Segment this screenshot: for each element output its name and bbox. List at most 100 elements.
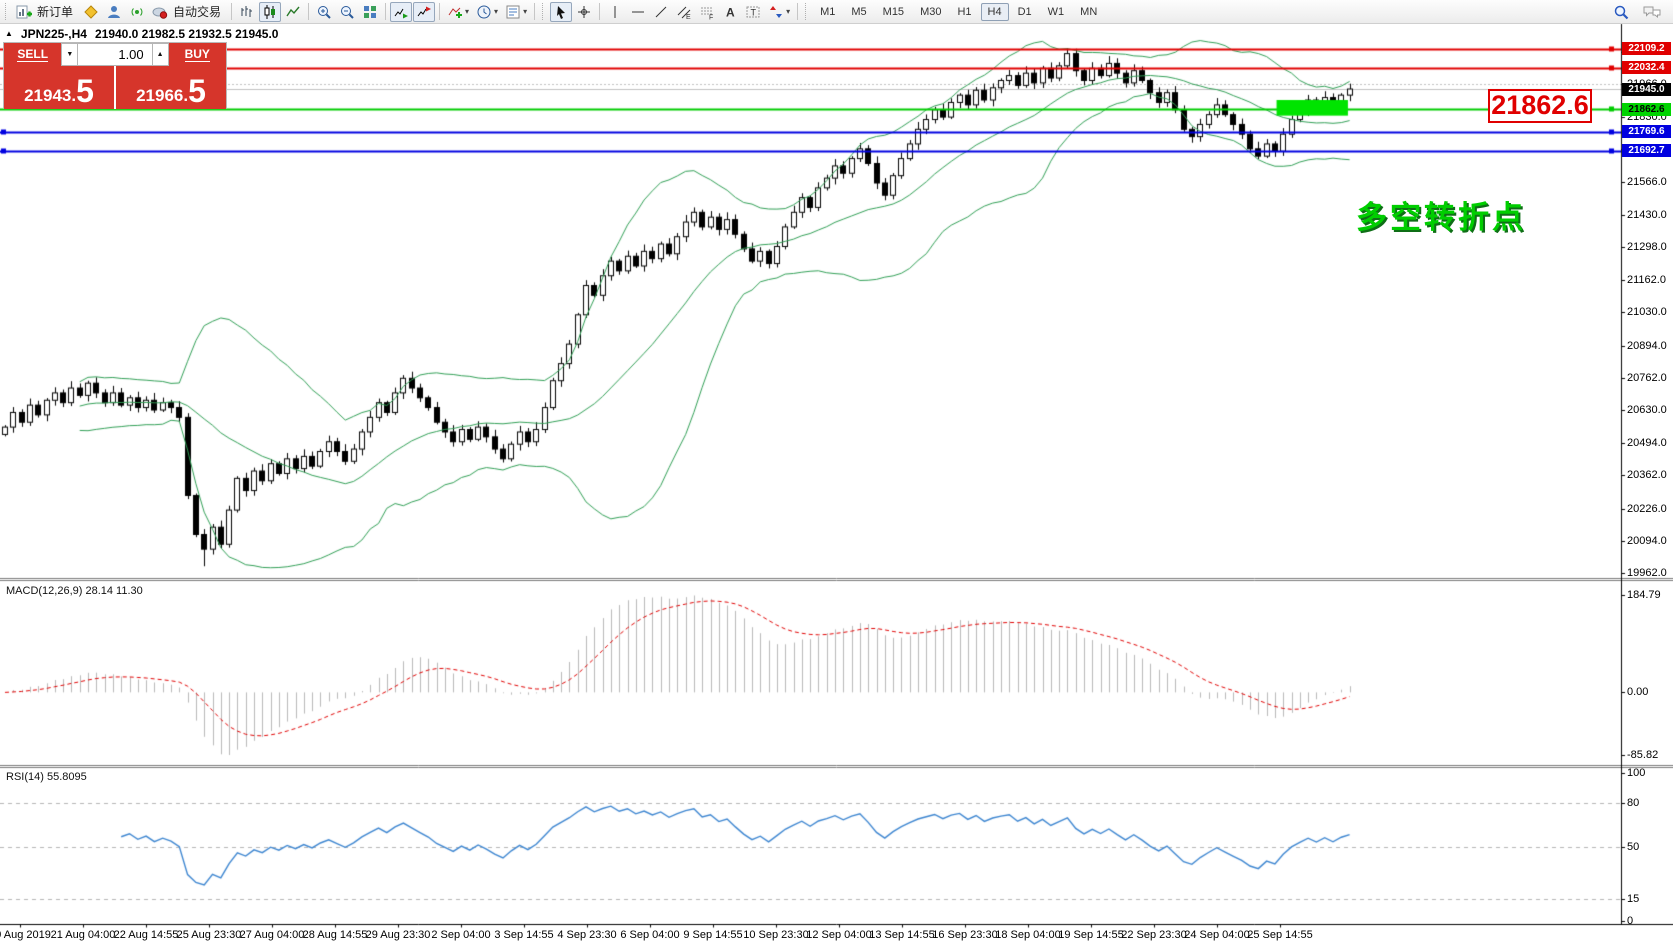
- market-watch-button[interactable]: [80, 2, 102, 22]
- vertical-line-icon: [614, 5, 616, 18]
- tile-windows-button[interactable]: [359, 2, 381, 22]
- auto-scroll-button[interactable]: [390, 1, 413, 22]
- svg-text:F: F: [709, 14, 713, 20]
- text-label-icon: T: [746, 6, 760, 17]
- buy-button[interactable]: BUY: [168, 43, 226, 66]
- indicators-icon: [448, 7, 463, 18]
- price-axis-tick: 21030.0: [1627, 306, 1667, 318]
- fibonacci-icon: F: [701, 7, 713, 20]
- toolbar-separator: [231, 3, 233, 20]
- sell-button[interactable]: SELL: [4, 43, 62, 66]
- text-label-tool-button[interactable]: T: [742, 2, 764, 22]
- chat-button[interactable]: [1639, 2, 1665, 22]
- timeframe-m15[interactable]: M15: [882, 5, 905, 18]
- arrows-icon: [770, 5, 783, 18]
- time-axis-label: 10 Sep 23:30: [743, 929, 809, 941]
- macd-axis-tick: 184.79: [1627, 589, 1661, 601]
- bar-chart-icon: [241, 5, 253, 17]
- sell-button-label: SELL: [17, 46, 49, 62]
- rsi-axis-tick: 80: [1627, 797, 1640, 809]
- auto-trading-label: 自动交易: [173, 5, 222, 19]
- time-axis-label: 25 Aug 23:30: [176, 929, 242, 941]
- price-axis-tick: 21162.0: [1627, 274, 1666, 286]
- navigator-button[interactable]: [103, 2, 125, 22]
- chart-shift-button[interactable]: [413, 1, 436, 22]
- candlestick-chart-icon: [264, 4, 276, 19]
- trade-panel-price-row: 21943. 5 21966. 5: [4, 66, 227, 109]
- search-button[interactable]: [1610, 2, 1633, 22]
- toolbar-grip: [542, 3, 546, 20]
- timeframe-m30[interactable]: M30: [920, 5, 942, 18]
- collapse-panel-icon[interactable]: ▲: [5, 29, 13, 38]
- buy-price-sep: .: [183, 86, 189, 105]
- sell-price[interactable]: 21943. 5: [4, 66, 115, 109]
- time-axis-label: 22 Aug 14:55: [113, 929, 179, 941]
- time-axis-label: 13 Sep 14:55: [869, 929, 935, 941]
- indicators-button[interactable]: ▾: [444, 2, 472, 22]
- equidistant-channel-tool-button[interactable]: E: [673, 2, 695, 22]
- timeframe-h4[interactable]: H4: [980, 2, 1009, 21]
- sell-price-sep: .: [71, 86, 77, 105]
- chart-shift-icon: [417, 6, 432, 16]
- trendline-tool-button[interactable]: [650, 2, 672, 22]
- time-axis-label: 29 Aug 23:30: [365, 929, 431, 941]
- toolbar-separator: [385, 3, 387, 20]
- price-level-tag: 21692.7: [1622, 144, 1671, 157]
- volume-input[interactable]: [78, 44, 152, 65]
- volume-increase-button[interactable]: ▲: [151, 43, 169, 66]
- one-click-trading-panel: SELL ▼ ▲ BUY 21943.5 21966.5: [3, 42, 227, 109]
- rsi-axis-tick: 100: [1627, 767, 1646, 779]
- rsi-axis-tick: 0: [1627, 915, 1634, 927]
- periods-button[interactable]: ▾: [473, 2, 501, 22]
- fibonacci-tool-button[interactable]: F: [696, 2, 718, 22]
- price-axis-tick: 20226.0: [1627, 503, 1667, 515]
- buy-price[interactable]: 21966. 5: [116, 66, 227, 109]
- timeframe-m1[interactable]: M1: [820, 5, 836, 18]
- toolbar-separator: [797, 3, 799, 20]
- timeframe-m5[interactable]: M5: [851, 5, 867, 18]
- crosshair-tool-button[interactable]: [573, 2, 595, 22]
- current-price-tag: 21945.0: [1622, 83, 1671, 96]
- sell-price-int: 21943: [24, 86, 72, 105]
- vertical-line-tool-button[interactable]: [604, 2, 626, 22]
- zoom-in-button[interactable]: [313, 2, 335, 22]
- cursor-tool-button[interactable]: [550, 1, 573, 22]
- price-axis-tick: 21298.0: [1627, 241, 1667, 253]
- new-order-button[interactable]: 新订单: [13, 2, 79, 22]
- sell-price-dec: 5: [76, 73, 94, 109]
- horizontal-line-tool-button[interactable]: [627, 2, 649, 22]
- line-chart-button[interactable]: [282, 2, 304, 22]
- horizontal-line-icon: [632, 11, 645, 12]
- auto-trading-button[interactable]: 自动交易: [149, 2, 227, 22]
- time-axis-label: 25 Sep 14:55: [1247, 929, 1313, 941]
- rsi-axis-tick: 50: [1627, 841, 1640, 853]
- auto-trading-icon: [152, 7, 168, 19]
- text-tool-button[interactable]: A: [719, 2, 741, 22]
- timeframe-h1[interactable]: H1: [957, 5, 972, 18]
- timeframe-w1[interactable]: W1: [1047, 5, 1065, 18]
- price-callout-box: 21862.6: [1488, 89, 1592, 123]
- zoom-out-button[interactable]: [336, 2, 358, 22]
- auto-scroll-icon: [394, 8, 409, 18]
- bar-chart-button[interactable]: [236, 2, 258, 22]
- volume-decrease-button[interactable]: ▼: [61, 43, 79, 66]
- dropdown-caret-icon: ▾: [465, 6, 470, 16]
- new-order-label: 新订单: [37, 5, 74, 19]
- signal-button[interactable]: [126, 2, 148, 22]
- candlestick-chart-button[interactable]: [259, 1, 282, 22]
- price-axis-tick: 21566.0: [1627, 176, 1667, 188]
- time-axis-label: 24 Sep 04:00: [1184, 929, 1250, 941]
- rsi-indicator-label: RSI(14) 55.8095: [6, 771, 87, 783]
- price-axis-tick: 20762.0: [1627, 372, 1667, 384]
- navigator-icon: [108, 5, 121, 18]
- timeframe-mn[interactable]: MN: [1080, 5, 1098, 18]
- toolbar-grip: [5, 3, 9, 20]
- price-level-tag: 21862.6: [1622, 103, 1671, 116]
- timeframe-d1[interactable]: D1: [1017, 5, 1032, 18]
- templates-button[interactable]: ▾: [502, 2, 530, 22]
- toolbar: 新订单 自动交易 ▾ ▾ ▾ E F A T ▾ M1 M5 M15 M30 H1 H4 D…: [0, 0, 1673, 24]
- chat-icon: [1643, 6, 1661, 19]
- arrows-tool-button[interactable]: ▾: [765, 2, 793, 22]
- chart-annotation-text: 多空转折点: [1356, 200, 1526, 235]
